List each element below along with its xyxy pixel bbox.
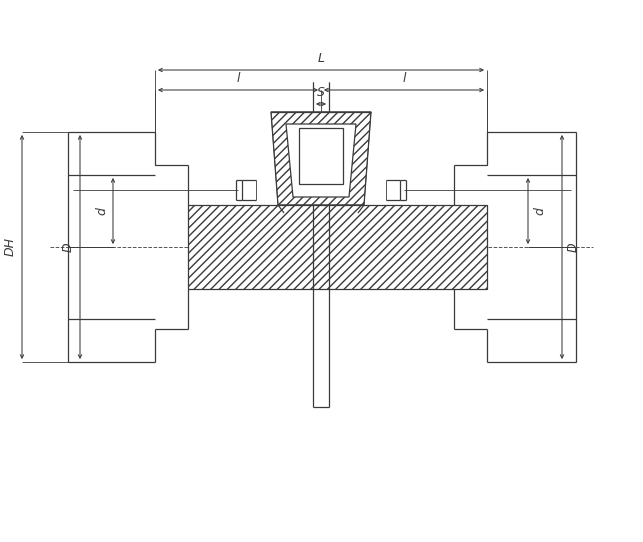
Polygon shape (188, 205, 487, 289)
Text: DH: DH (4, 237, 17, 256)
Text: D: D (567, 242, 580, 252)
Bar (299, 128, 343, 184)
Text: l: l (403, 72, 406, 85)
Text: d: d (95, 207, 108, 215)
Polygon shape (271, 112, 371, 205)
Text: d: d (533, 207, 546, 215)
Text: S: S (317, 86, 325, 99)
Text: L: L (318, 52, 325, 65)
Polygon shape (286, 124, 356, 197)
Text: D: D (62, 242, 75, 252)
Text: l: l (236, 72, 240, 85)
